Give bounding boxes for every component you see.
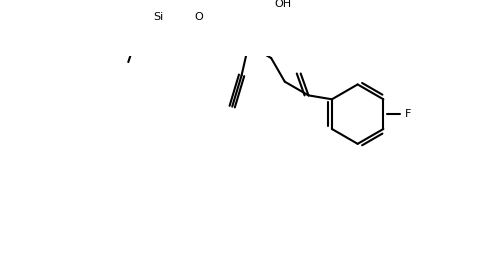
Text: O: O bbox=[194, 12, 203, 22]
Text: OH: OH bbox=[274, 0, 291, 9]
Text: F: F bbox=[405, 109, 411, 119]
Text: Si: Si bbox=[153, 12, 163, 22]
